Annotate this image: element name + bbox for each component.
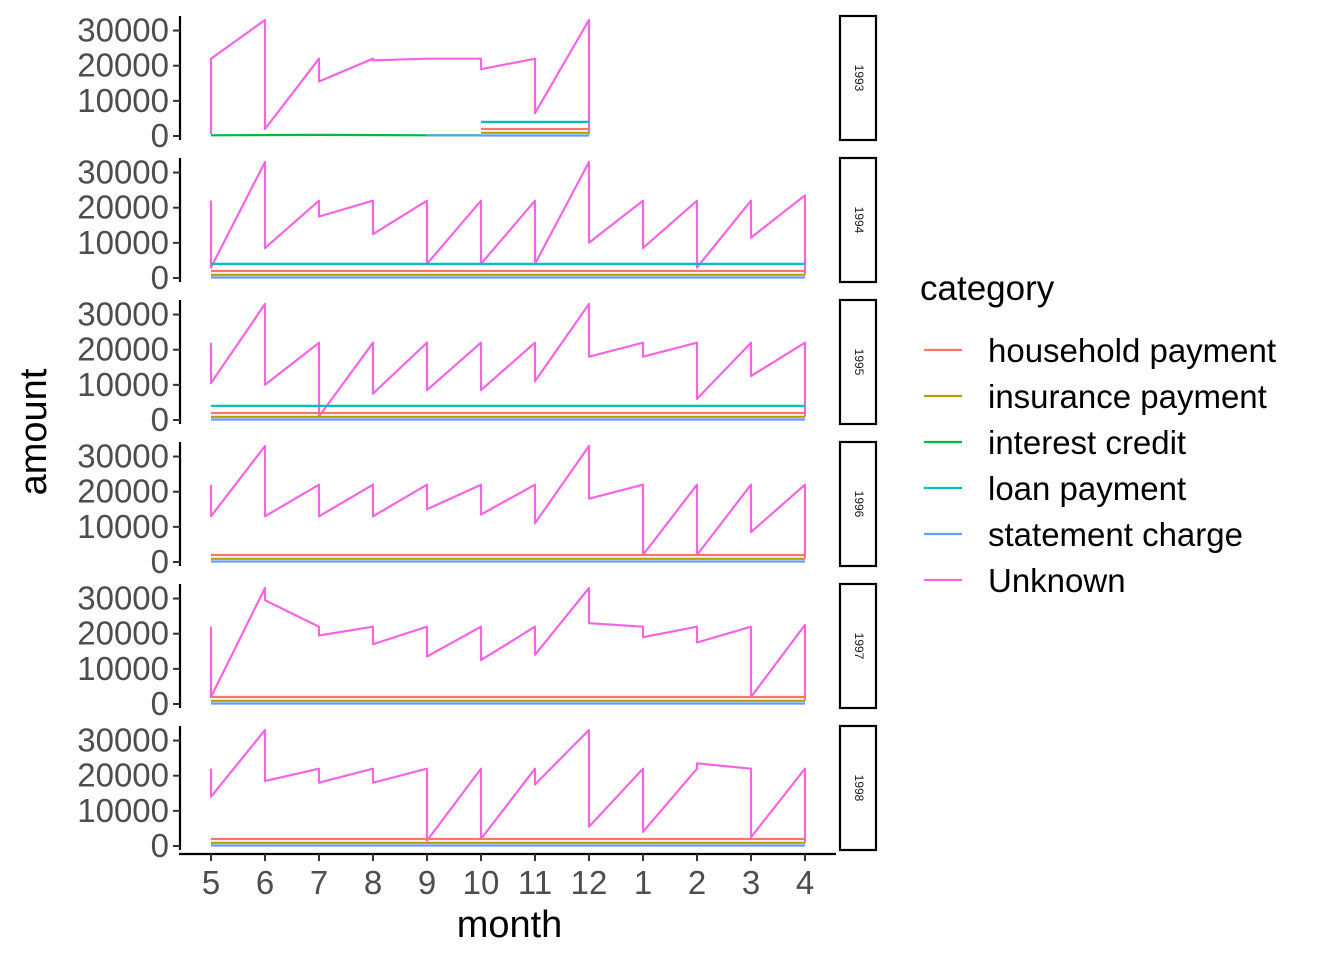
series-line-unknown — [211, 20, 589, 134]
y-tick-label: 20000 — [77, 473, 169, 510]
legend-label: Unknown — [988, 562, 1126, 599]
legend-label: interest credit — [988, 424, 1186, 461]
y-tick-label: 30000 — [77, 154, 169, 191]
y-tick-label: 20000 — [77, 757, 169, 794]
x-tick-label: 1 — [634, 864, 652, 901]
facet-strip-label: 1996 — [852, 491, 866, 518]
facet-strip-label: 1998 — [852, 775, 866, 802]
facet-strip-label: 1993 — [852, 65, 866, 92]
legend-title: category — [920, 269, 1055, 308]
y-tick-label: 10000 — [77, 224, 169, 261]
y-tick-label: 30000 — [77, 296, 169, 333]
series-line-unknown — [211, 304, 805, 417]
series-line-unknown — [211, 446, 805, 559]
y-tick-label: 10000 — [77, 366, 169, 403]
legend-label: loan payment — [988, 470, 1186, 507]
series-line-unknown — [211, 162, 805, 275]
x-tick-label: 12 — [571, 864, 608, 901]
y-tick-label: 30000 — [77, 722, 169, 759]
legend: category household payment insurance payme… — [920, 269, 1276, 599]
x-tick-label: 10 — [463, 864, 500, 901]
series-line-unknown — [211, 730, 805, 843]
y-tick-label: 30000 — [77, 580, 169, 617]
x-tick-label: 4 — [796, 864, 814, 901]
legend-label: insurance payment — [988, 378, 1267, 415]
x-tick-label: 8 — [364, 864, 382, 901]
x-axis-title: month — [457, 904, 563, 946]
y-tick-label: 20000 — [77, 615, 169, 652]
y-tick-label: 0 — [151, 117, 169, 154]
x-tick-label: 6 — [256, 864, 274, 901]
legend-label: statement charge — [988, 516, 1243, 553]
y-tick-label: 30000 — [77, 438, 169, 475]
facet-strip-label: 1995 — [852, 349, 866, 376]
x-tick-label: 9 — [418, 864, 436, 901]
y-tick-label: 20000 — [77, 189, 169, 226]
series-line-unknown — [211, 588, 805, 701]
x-tick-label: 7 — [310, 864, 328, 901]
y-tick-label: 0 — [151, 259, 169, 296]
facet-strip-label: 1997 — [852, 633, 866, 660]
y-tick-label: 0 — [151, 543, 169, 580]
y-tick-label: 0 — [151, 685, 169, 722]
facet-strip-label: 1994 — [852, 207, 866, 234]
x-tick-label: 11 — [518, 864, 552, 901]
y-tick-label: 20000 — [77, 331, 169, 368]
y-tick-label: 10000 — [77, 508, 169, 545]
y-tick-label: 10000 — [77, 650, 169, 687]
y-tick-label: 10000 — [77, 82, 169, 119]
y-axis-title: amount — [13, 368, 55, 495]
x-tick-label: 3 — [742, 864, 760, 901]
y-tick-label: 20000 — [77, 47, 169, 84]
x-tick-label: 2 — [688, 864, 706, 901]
y-tick-label: 0 — [151, 827, 169, 864]
y-tick-label: 10000 — [77, 792, 169, 829]
x-tick-label: 5 — [202, 864, 220, 901]
y-tick-label: 0 — [151, 401, 169, 438]
legend-label: household payment — [988, 332, 1276, 369]
y-tick-label: 30000 — [77, 12, 169, 49]
